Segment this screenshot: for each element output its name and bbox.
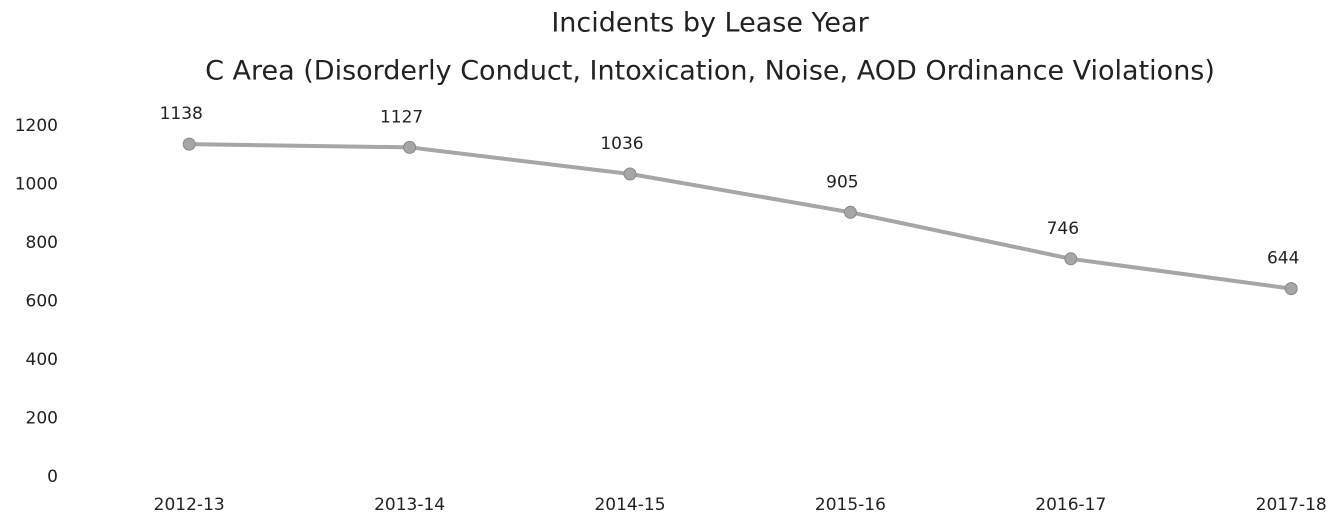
y-tick-label: 200 [26,409,58,429]
data-point [182,137,196,151]
data-label: 1138 [160,104,203,124]
x-tick-label: 2014-15 [594,495,665,515]
x-tick-label: 2012-13 [154,495,225,515]
x-tick-label: 2016-17 [1035,495,1106,515]
y-tick-label: 800 [26,233,58,253]
y-tick-label: 1000 [15,175,58,195]
data-point [843,205,857,219]
x-tick-label: 2013-14 [374,495,445,515]
y-tick-label: 1200 [15,116,58,136]
data-label: 746 [1047,219,1079,239]
y-tick-label: 400 [26,350,58,370]
y-tick-label: 600 [26,292,58,312]
x-tick-label: 2015-16 [815,495,886,515]
x-tick-label: 2017-18 [1256,495,1327,515]
y-tick-label: 0 [47,467,58,487]
chart-title: Incidents by Lease Year [551,8,869,39]
data-point [1064,252,1078,266]
data-label: 905 [826,172,858,192]
data-line [189,142,1292,291]
data-point [623,167,637,181]
data-label: 1127 [380,107,423,127]
data-point [403,140,417,154]
data-label: 644 [1267,249,1299,269]
data-label: 1036 [600,134,643,154]
chart-subtitle: C Area (Disorderly Conduct, Intoxication… [205,56,1215,87]
data-point [1284,282,1298,296]
